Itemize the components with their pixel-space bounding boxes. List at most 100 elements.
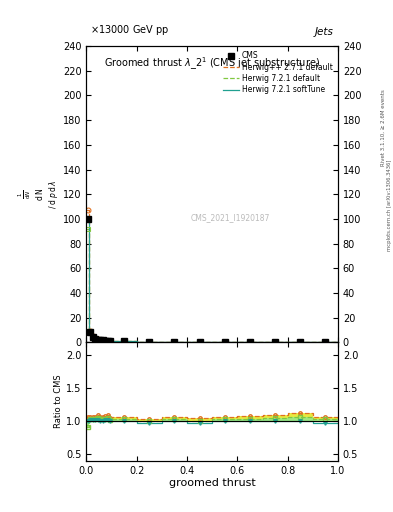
CMS (298, 339, 303, 345)
Herwig 7.2.1 softTune (99, 337, 104, 344)
Herwig 7.2.1 default (107, 338, 112, 344)
Herwig 7.2.1 softTune (107, 338, 112, 344)
Herwig 7.2.1 default (99, 337, 104, 343)
Herwig 7.2.1 default (109, 338, 114, 344)
Herwig 7.2.1 softTune (89, 333, 94, 339)
Herwig++ 2.7.1 default (109, 338, 114, 344)
Herwig 7.2.1 default (92, 335, 96, 342)
CMS (197, 339, 202, 345)
Herwig 7.2.1 default (310, 339, 315, 345)
Herwig 7.2.1 softTune (260, 339, 265, 345)
Herwig++ 2.7.1 default (89, 333, 94, 339)
Herwig 7.2.1 default (210, 339, 215, 345)
Herwig++ 2.7.1 default (160, 338, 164, 345)
Herwig 7.2.1 softTune (235, 339, 240, 345)
CMS (108, 338, 113, 344)
Herwig++ 2.7.1 default (185, 339, 189, 345)
Y-axis label: Ratio to CMS: Ratio to CMS (55, 375, 63, 429)
Herwig++ 2.7.1 default (235, 339, 240, 345)
Herwig++ 2.7.1 default (109, 338, 114, 345)
CMS (222, 339, 227, 345)
Herwig++ 2.7.1 default (92, 335, 96, 342)
Line: CMS: CMS (85, 216, 328, 345)
Herwig++ 2.7.1 default (336, 339, 340, 345)
Herwig++ 2.7.1 default (102, 337, 107, 344)
CMS (98, 337, 103, 343)
Herwig++ 2.7.1 default (310, 339, 315, 345)
Herwig 7.2.1 default (185, 339, 189, 345)
Herwig 7.2.1 default (86, 328, 91, 334)
Herwig 7.2.1 softTune (84, 216, 89, 222)
Herwig 7.2.1 default (89, 328, 94, 334)
Herwig++ 2.7.1 default (104, 337, 109, 344)
Herwig 7.2.1 default (285, 339, 290, 345)
Herwig 7.2.1 softTune (336, 339, 340, 345)
Herwig 7.2.1 default (285, 339, 290, 345)
Herwig 7.2.1 softTune (210, 339, 215, 345)
Herwig 7.2.1 softTune (160, 339, 164, 345)
CMS (105, 338, 110, 344)
Herwig++ 2.7.1 default (210, 339, 215, 345)
Herwig 7.2.1 default (104, 338, 109, 344)
Herwig 7.2.1 default (160, 339, 164, 345)
Herwig 7.2.1 default (89, 333, 94, 339)
Herwig 7.2.1 softTune (260, 339, 265, 345)
CMS (93, 335, 97, 342)
Herwig 7.2.1 default (94, 335, 99, 342)
Herwig 7.2.1 softTune (185, 339, 189, 345)
Herwig 7.2.1 default (99, 337, 104, 344)
Herwig 7.2.1 softTune (134, 338, 139, 345)
Herwig 7.2.1 softTune (97, 337, 101, 343)
Herwig++ 2.7.1 default (99, 337, 104, 343)
Herwig 7.2.1 default (102, 337, 107, 344)
Herwig 7.2.1 default (94, 336, 99, 343)
Herwig++ 2.7.1 default (160, 339, 164, 345)
Herwig 7.2.1 default (107, 338, 112, 344)
Herwig 7.2.1 softTune (109, 338, 114, 344)
Herwig 7.2.1 softTune (94, 336, 99, 343)
Herwig 7.2.1 default (109, 338, 114, 345)
CMS (101, 337, 105, 344)
Herwig++ 2.7.1 default (94, 335, 99, 342)
Herwig 7.2.1 default (97, 337, 101, 343)
Legend: CMS, Herwig++ 2.7.1 default, Herwig 7.2.1 default, Herwig 7.2.1 softTune: CMS, Herwig++ 2.7.1 default, Herwig 7.2.… (222, 50, 334, 96)
Herwig 7.2.1 softTune (102, 337, 107, 344)
Herwig 7.2.1 softTune (285, 339, 290, 345)
CMS (323, 339, 328, 345)
Herwig 7.2.1 default (310, 339, 315, 345)
Herwig++ 2.7.1 default (86, 207, 91, 214)
Herwig++ 2.7.1 default (134, 338, 139, 345)
Herwig++ 2.7.1 default (285, 339, 290, 345)
Herwig 7.2.1 default (84, 226, 89, 232)
Herwig 7.2.1 default (134, 338, 139, 345)
Herwig 7.2.1 softTune (99, 337, 104, 343)
Herwig 7.2.1 default (210, 339, 215, 345)
Herwig++ 2.7.1 default (310, 339, 315, 345)
Herwig++ 2.7.1 default (86, 328, 91, 334)
Herwig++ 2.7.1 default (104, 338, 109, 344)
Herwig++ 2.7.1 default (84, 207, 89, 214)
Herwig 7.2.1 softTune (97, 336, 101, 343)
Herwig 7.2.1 softTune (89, 329, 94, 335)
Herwig 7.2.1 default (185, 339, 189, 345)
Herwig 7.2.1 softTune (104, 337, 109, 344)
Herwig++ 2.7.1 default (134, 338, 139, 345)
Text: Jets: Jets (315, 27, 334, 37)
Herwig 7.2.1 default (97, 336, 101, 343)
Herwig++ 2.7.1 default (235, 339, 240, 345)
Herwig++ 2.7.1 default (94, 336, 99, 343)
Herwig 7.2.1 softTune (86, 216, 91, 222)
Herwig 7.2.1 softTune (210, 339, 215, 345)
Herwig 7.2.1 default (235, 339, 240, 345)
Herwig 7.2.1 default (92, 333, 96, 339)
Herwig 7.2.1 softTune (109, 338, 114, 345)
Herwig 7.2.1 softTune (310, 339, 315, 345)
Herwig++ 2.7.1 default (210, 339, 215, 345)
Herwig++ 2.7.1 default (107, 338, 112, 344)
CMS (273, 339, 277, 345)
CMS (85, 216, 90, 222)
Herwig 7.2.1 default (104, 337, 109, 344)
CMS (147, 338, 152, 345)
CMS (95, 336, 100, 343)
Herwig 7.2.1 softTune (235, 339, 240, 345)
